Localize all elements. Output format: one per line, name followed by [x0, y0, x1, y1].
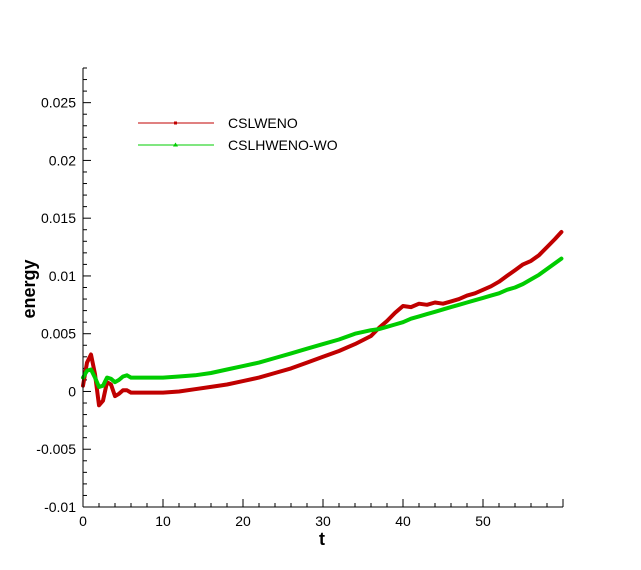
x-tick-label: 40: [395, 513, 411, 529]
legend-marker-square: [174, 121, 177, 125]
series-line-2: [81, 256, 564, 389]
x-tick-label: 10: [155, 513, 171, 529]
legend-marker-triangle: [173, 142, 178, 147]
y-tick-label: 0.005: [41, 326, 76, 342]
x-tick-label: 30: [315, 513, 331, 529]
y-tick-label: 0: [68, 383, 76, 399]
x-tick-label: 50: [475, 513, 491, 529]
y-tick-label: 0.025: [41, 95, 76, 111]
series-layer: [81, 230, 564, 408]
legend-label-1: CSLWENO: [228, 115, 298, 131]
y-axis-title: energy: [19, 259, 39, 318]
y-tick-label: 0.01: [49, 268, 76, 284]
x-tick-label: 0: [79, 513, 87, 529]
x-axis-ticks: 0 10 20 30 40 50: [79, 499, 564, 529]
legend: CSLWENO CSLHWENO-WO: [138, 115, 338, 153]
y-tick-label: -0.005: [36, 441, 76, 457]
x-tick-label: 20: [235, 513, 251, 529]
y-tick-label: -0.01: [44, 499, 76, 515]
y-tick-label: 0.02: [49, 152, 76, 168]
legend-label-2: CSLHWENO-WO: [228, 137, 338, 153]
y-tick-label: 0.015: [41, 210, 76, 226]
y-axis-ticks: -0.01 -0.005 0 0.005 0.01 0.015 0.02 0.025: [36, 67, 91, 515]
x-axis-title: t: [319, 529, 325, 549]
series-line-1: [81, 230, 564, 408]
